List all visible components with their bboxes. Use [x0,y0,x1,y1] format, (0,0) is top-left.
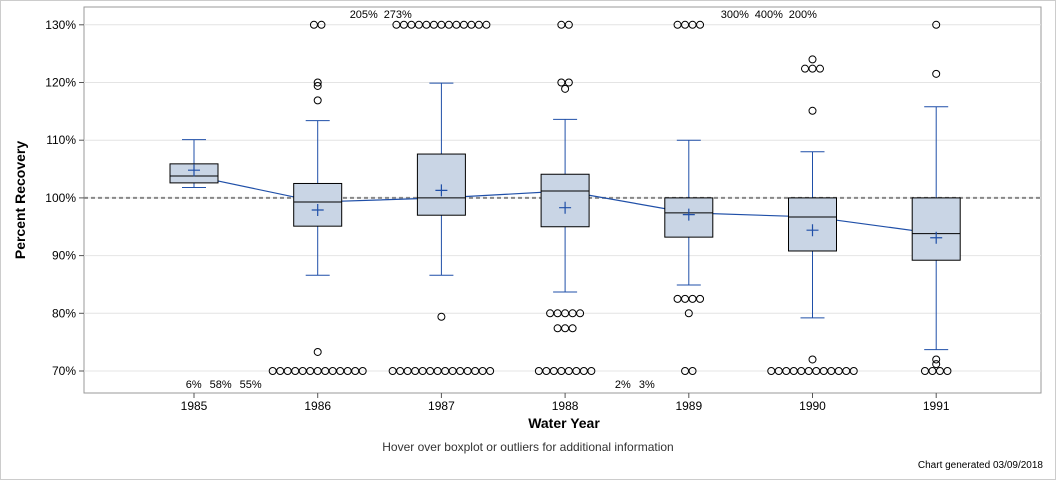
outlier-point[interactable] [564,20,573,29]
offscale-label: 3% [639,379,655,391]
offscale-label: 205% [350,9,378,21]
x-tick-label: 1988 [552,399,579,413]
outlier-point[interactable] [358,367,367,375]
x-tick-label: 1987 [428,399,455,413]
mean-marker [682,208,695,221]
x-tick-label: 1989 [675,399,702,413]
offscale-label: 6% [186,379,202,391]
outlier-point[interactable] [313,81,322,90]
outlier-point[interactable] [932,20,941,29]
outlier-point[interactable] [673,294,682,303]
y-tick-label: 70% [52,364,76,378]
outlier-point[interactable] [313,96,322,105]
outlier-point[interactable] [808,64,817,73]
outlier-point[interactable] [688,367,697,375]
y-tick-label: 110% [46,133,76,147]
hover-note: Hover over boxplot or outliers for addit… [382,440,674,454]
outlier-point[interactable] [688,294,697,303]
outlier-point[interactable] [943,367,952,375]
x-tick-label: 1986 [304,399,331,413]
offscale-label: 58% [210,379,232,391]
mean-marker [311,204,324,217]
outlier-point[interactable] [313,347,322,356]
outlier-point[interactable] [313,78,322,87]
outlier-point[interactable] [684,309,693,318]
outlier-point[interactable] [553,324,562,333]
x-tick-label: 1990 [799,399,826,413]
outlier-point[interactable] [561,84,570,93]
offscale-label: 55% [240,379,262,391]
outlier-point[interactable] [576,309,585,318]
outlier-point[interactable] [932,360,941,369]
outlier-point[interactable] [808,106,817,115]
outlier-point[interactable] [801,64,809,73]
offscale-label: 400% [755,9,783,21]
box-1991[interactable] [911,197,961,261]
x-axis-label: Water Year [528,415,600,431]
box-1988[interactable] [540,173,590,228]
y-axis-label: Percent Recovery [12,141,28,260]
y-tick-label: 120% [45,76,76,90]
outlier-point[interactable] [568,324,577,333]
offscale-label: 273% [384,9,412,21]
y-tick-label: 90% [52,249,76,263]
outlier-point[interactable] [681,294,690,303]
plot-frame [83,6,1042,394]
outlier-point[interactable] [437,312,446,321]
outlier-point[interactable] [808,55,817,64]
outlier-point[interactable] [849,367,858,375]
offscale-label: 200% [789,9,817,21]
x-tick-label: 1985 [181,399,208,413]
outlier-point[interactable] [561,324,570,333]
y-tick-label: 100% [45,191,76,205]
offscale-label: 300% [721,9,749,21]
mean-marker [806,224,819,237]
box-1986[interactable] [293,182,343,227]
outlier-point[interactable] [564,78,573,87]
generated-date: Chart generated 03/09/2018 [917,460,1043,471]
y-tick-label: 130% [45,18,76,32]
outlier-point[interactable] [932,355,941,364]
y-tick-label: 80% [52,306,76,320]
outlier-point[interactable] [317,20,326,29]
outlier-point[interactable] [696,294,705,303]
outlier-point[interactable] [808,355,817,364]
outlier-point[interactable] [486,367,495,375]
mean-marker [435,184,448,197]
outlier-point[interactable] [932,69,941,78]
mean-marker [188,164,200,177]
outlier-point[interactable] [696,20,705,29]
mean-marker [559,201,572,214]
offscale-label: 2% [615,379,631,391]
x-tick-label: 1991 [923,399,950,413]
outlier-point[interactable] [816,64,824,73]
outlier-point[interactable] [482,20,491,29]
mean-marker [930,231,943,244]
outlier-point[interactable] [587,367,596,375]
